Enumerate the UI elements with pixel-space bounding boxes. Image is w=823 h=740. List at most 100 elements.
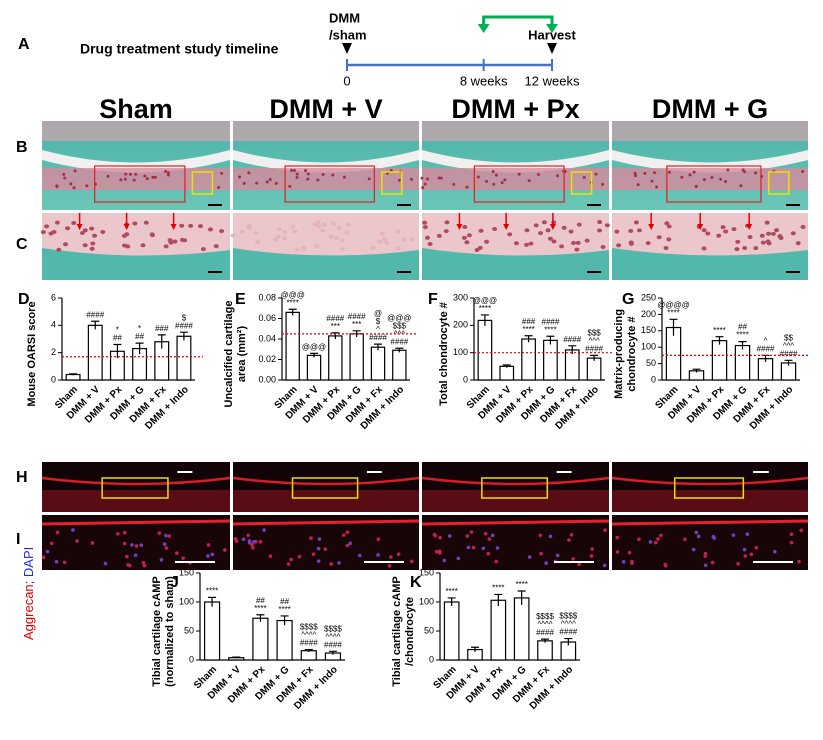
roi-box (94, 165, 186, 203)
cell (253, 230, 259, 235)
panel-label: D (18, 291, 30, 308)
cell (281, 236, 287, 241)
cell (421, 186, 425, 190)
significance: ### (155, 324, 169, 333)
cell (55, 185, 59, 189)
cell (664, 221, 670, 226)
nucleus (311, 552, 316, 556)
significance: **** (254, 604, 266, 613)
error-bar (669, 318, 678, 336)
cell (401, 237, 407, 242)
cell (594, 172, 598, 176)
nucleus (569, 533, 574, 537)
nucleus (456, 556, 461, 561)
significance: $$$$ (536, 612, 554, 621)
cell (547, 236, 553, 241)
nucleus (316, 546, 321, 551)
cell (188, 223, 194, 228)
bar (252, 617, 269, 661)
panel-label: H (16, 469, 28, 486)
nucleus (258, 540, 263, 544)
cell (409, 177, 413, 181)
nucleus (116, 532, 120, 536)
nucleus (653, 540, 658, 545)
arrow-head (546, 24, 558, 33)
fluor-edge (611, 519, 809, 526)
nucleus (49, 541, 54, 546)
cell (688, 173, 692, 177)
nucleus (233, 537, 238, 541)
arrow-head (648, 224, 655, 230)
nucleus (309, 536, 313, 540)
nucleus (659, 533, 663, 538)
significance: #### (757, 345, 775, 354)
cell (666, 224, 672, 229)
nucleus (139, 543, 144, 547)
cartilage (422, 213, 609, 256)
cell (69, 182, 73, 186)
cell (247, 171, 251, 175)
arrow-head (697, 224, 704, 230)
nucleus (603, 528, 607, 532)
significance: $ (182, 313, 187, 322)
bar (176, 335, 192, 381)
cell (759, 233, 765, 238)
arrow-head (76, 224, 83, 230)
y-tick-label: 4 (51, 320, 56, 330)
nucleus (691, 547, 696, 552)
cell (331, 221, 337, 226)
nucleus (711, 534, 716, 539)
cell (82, 243, 88, 248)
cell (513, 241, 519, 246)
significance: #### (300, 639, 318, 648)
nucleus (396, 552, 401, 556)
cell (425, 177, 429, 181)
significance: #### (326, 314, 344, 323)
cell (800, 224, 806, 229)
fluor-edge (41, 519, 231, 526)
error-bar (447, 597, 456, 607)
panel-label: E (235, 291, 246, 308)
significance: **** (492, 584, 504, 593)
panel-label: B (16, 139, 28, 156)
nucleus (409, 559, 414, 564)
nucleus (548, 534, 553, 539)
cell (314, 244, 320, 249)
cell (339, 247, 345, 252)
nucleus (483, 531, 488, 536)
nucleus (487, 537, 492, 541)
significance: **** (479, 304, 491, 313)
significance: #### (369, 333, 387, 342)
timeline-title: Drug treatment study timeline (80, 41, 279, 57)
cell (79, 231, 85, 236)
cell (339, 238, 345, 243)
error-bar (310, 352, 318, 358)
cell (304, 169, 308, 173)
panel-label: G (622, 291, 634, 308)
cell (528, 241, 534, 246)
nucleus (103, 561, 108, 566)
significance: **** (445, 587, 457, 596)
error-bar (517, 590, 526, 605)
event-label: /sham (329, 27, 367, 42)
cell (44, 224, 50, 229)
nucleus (387, 564, 392, 568)
nucleus (577, 562, 581, 567)
cell (575, 240, 581, 245)
cell (145, 177, 149, 181)
event-marker (547, 43, 557, 54)
nucleus (345, 530, 350, 535)
bar (276, 619, 293, 661)
cell (172, 239, 178, 244)
y-tick-label: 150 (179, 567, 194, 577)
cell (584, 238, 590, 243)
cell (692, 170, 696, 174)
cell (466, 233, 472, 238)
nucleus (538, 533, 543, 538)
significance: ^^^ (783, 341, 795, 350)
cell (551, 239, 557, 244)
nucleus (494, 559, 498, 564)
error-bar (374, 343, 382, 351)
nucleus (773, 549, 777, 554)
